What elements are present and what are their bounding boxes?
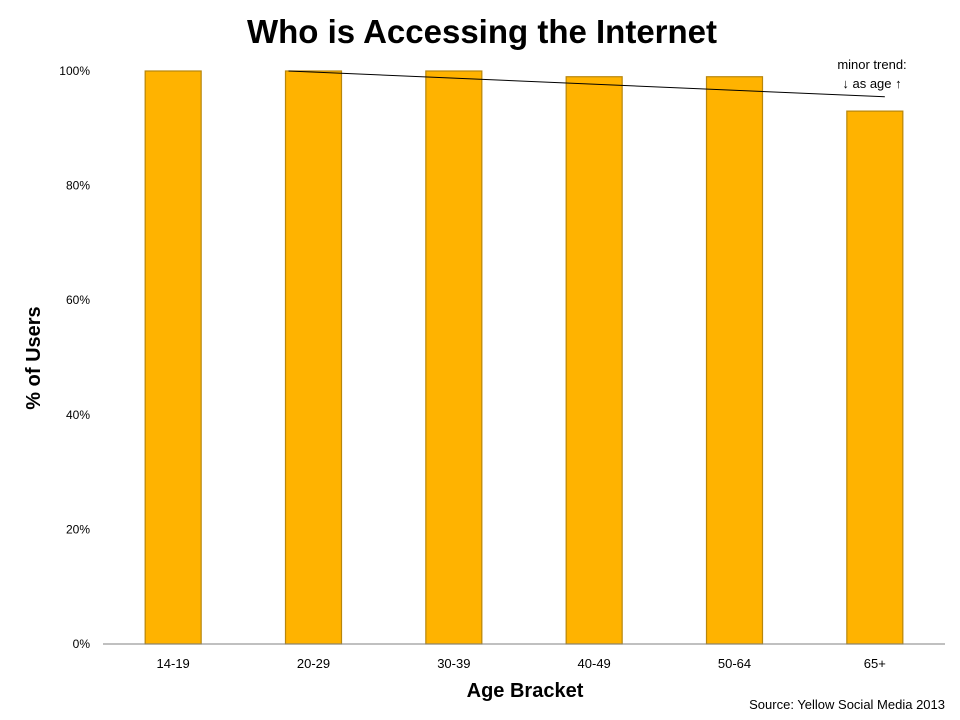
y-tick-label: 80% [66, 179, 90, 193]
y-tick-label: 0% [73, 637, 91, 651]
annotation-line1: minor trend: [837, 57, 906, 72]
bar-65+ [846, 110, 904, 645]
x-axis-label: Age Bracket [467, 680, 584, 702]
x-tick-label: 14-19 [157, 656, 190, 671]
y-tick-label: 60% [66, 293, 90, 307]
annotation-line2: ↓ as age ↑ [842, 76, 901, 91]
x-tick-label: 65+ [864, 656, 886, 671]
y-tick-label: 20% [66, 522, 90, 536]
y-tick-label: 100% [59, 64, 90, 78]
bar-14-19 [144, 70, 202, 645]
x-tick-label: 20-29 [297, 656, 330, 671]
x-tick-label: 30-39 [437, 656, 470, 671]
bar-20-29 [284, 70, 343, 645]
source-note: Source: Yellow Social Media 2013 [749, 697, 945, 712]
y-axis-label: % of Users [23, 306, 45, 409]
y-axis-ticks: 0% 20% 40% 60% 80% 100% [59, 64, 90, 651]
up-arrow-icon: ↑ [895, 76, 902, 91]
y-tick-label: 40% [66, 408, 90, 422]
chart-title: Who is Accessing the Internet [247, 13, 717, 50]
trend-line [288, 70, 885, 98]
bar-50-64 [705, 76, 764, 645]
bar-30-39 [425, 70, 483, 645]
down-arrow-icon: ↓ [842, 76, 849, 91]
x-axis-ticks: 14-19 20-29 30-39 40-49 50-64 65+ [157, 656, 886, 671]
x-tick-label: 50-64 [718, 656, 751, 671]
bars [144, 70, 904, 645]
x-tick-label: 40-49 [578, 656, 611, 671]
bar-40-49 [565, 76, 623, 645]
